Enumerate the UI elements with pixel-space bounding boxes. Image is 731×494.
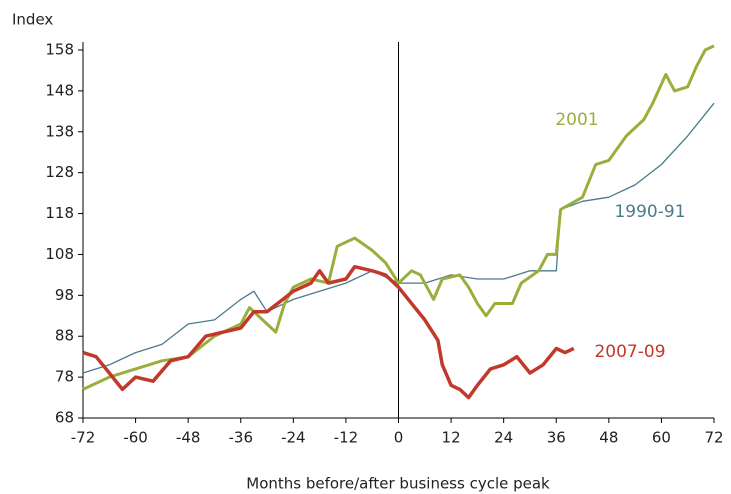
x-tick-label: -48 (176, 429, 201, 447)
x-tick-label: 0 (394, 429, 404, 447)
x-tick-label: -36 (229, 429, 254, 447)
x-tick-label: 60 (652, 429, 671, 447)
x-tick-label: 24 (494, 429, 513, 447)
series-line (82, 264, 575, 400)
y-tick-label: 138 (45, 122, 74, 140)
y-tick-label: 88 (55, 327, 74, 345)
y-tick-label: 148 (45, 81, 74, 99)
x-tick-label: 12 (442, 429, 461, 447)
y-tick-label: 158 (45, 41, 74, 59)
y-tick-label: 78 (55, 368, 74, 386)
x-axis-label: Months before/after business cycle peak (246, 475, 550, 493)
x-tick-label: 72 (704, 429, 723, 447)
x-tick-label: -72 (71, 429, 96, 447)
y-axis-label: Index (12, 11, 53, 29)
series-line (82, 44, 715, 391)
x-tick-label: 48 (599, 429, 618, 447)
y-tick-label: 98 (55, 286, 74, 304)
y-tick-label: 118 (45, 204, 74, 222)
series-label: 2001 (555, 110, 598, 130)
series-label: 2007-09 (594, 342, 665, 362)
x-tick-label: -12 (334, 429, 359, 447)
y-tick-label: 128 (45, 163, 74, 181)
x-tick-label: -60 (123, 429, 148, 447)
x-tick-label: -24 (281, 429, 306, 447)
x-tick-label: 36 (547, 429, 566, 447)
y-tick-label: 108 (45, 245, 74, 263)
series-label: 1990-91 (614, 202, 685, 222)
y-tick-label: 68 (55, 409, 74, 427)
